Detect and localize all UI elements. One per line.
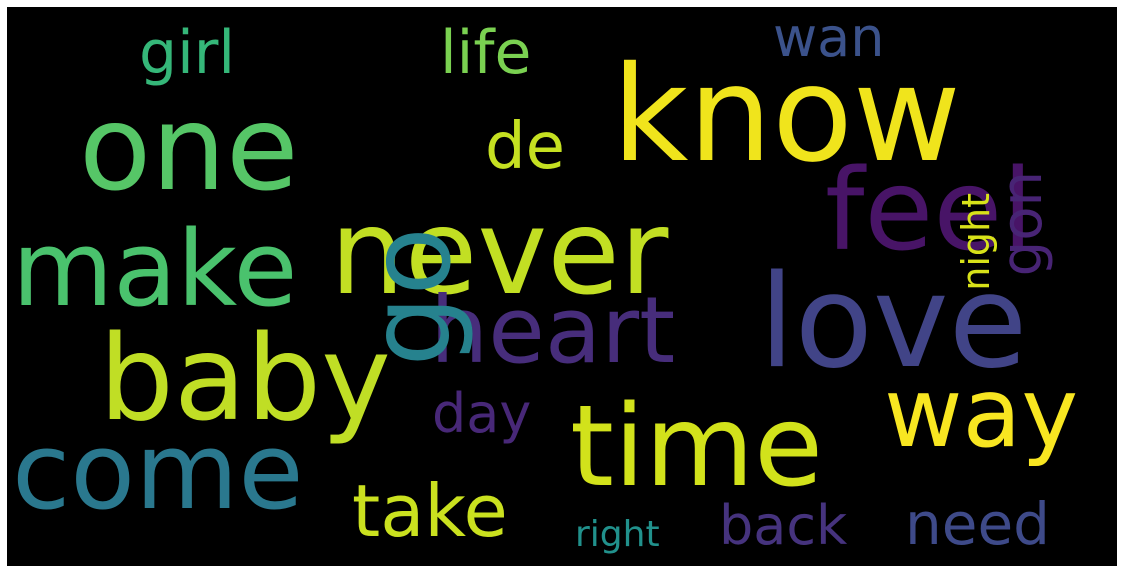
word-need: need <box>905 490 1050 558</box>
word-life: life <box>440 18 532 88</box>
word-heart: heart <box>430 277 676 384</box>
word-know: know <box>612 38 961 192</box>
word-de: de <box>485 110 565 184</box>
word-right: right <box>575 514 660 555</box>
word-girl: girl <box>139 18 236 88</box>
word-day: day <box>432 382 532 445</box>
word-feel: feel <box>825 146 1034 276</box>
word-come: come <box>12 410 304 533</box>
word-way: way <box>884 357 1079 469</box>
word-make: make <box>12 208 298 330</box>
word-night: night <box>954 193 998 291</box>
word-go: go <box>346 227 476 367</box>
word-gon: gon <box>990 171 1055 277</box>
word-cloud: know one never feel make love baby heart… <box>7 7 1117 566</box>
word-time: time <box>570 382 824 512</box>
word-take: take <box>352 469 508 553</box>
word-back: back <box>719 494 848 557</box>
word-love: love <box>759 248 1028 397</box>
word-never: never <box>330 183 669 321</box>
word-one: one <box>79 79 299 217</box>
word-wan: wan <box>773 7 885 69</box>
word-baby: baby <box>99 309 391 447</box>
